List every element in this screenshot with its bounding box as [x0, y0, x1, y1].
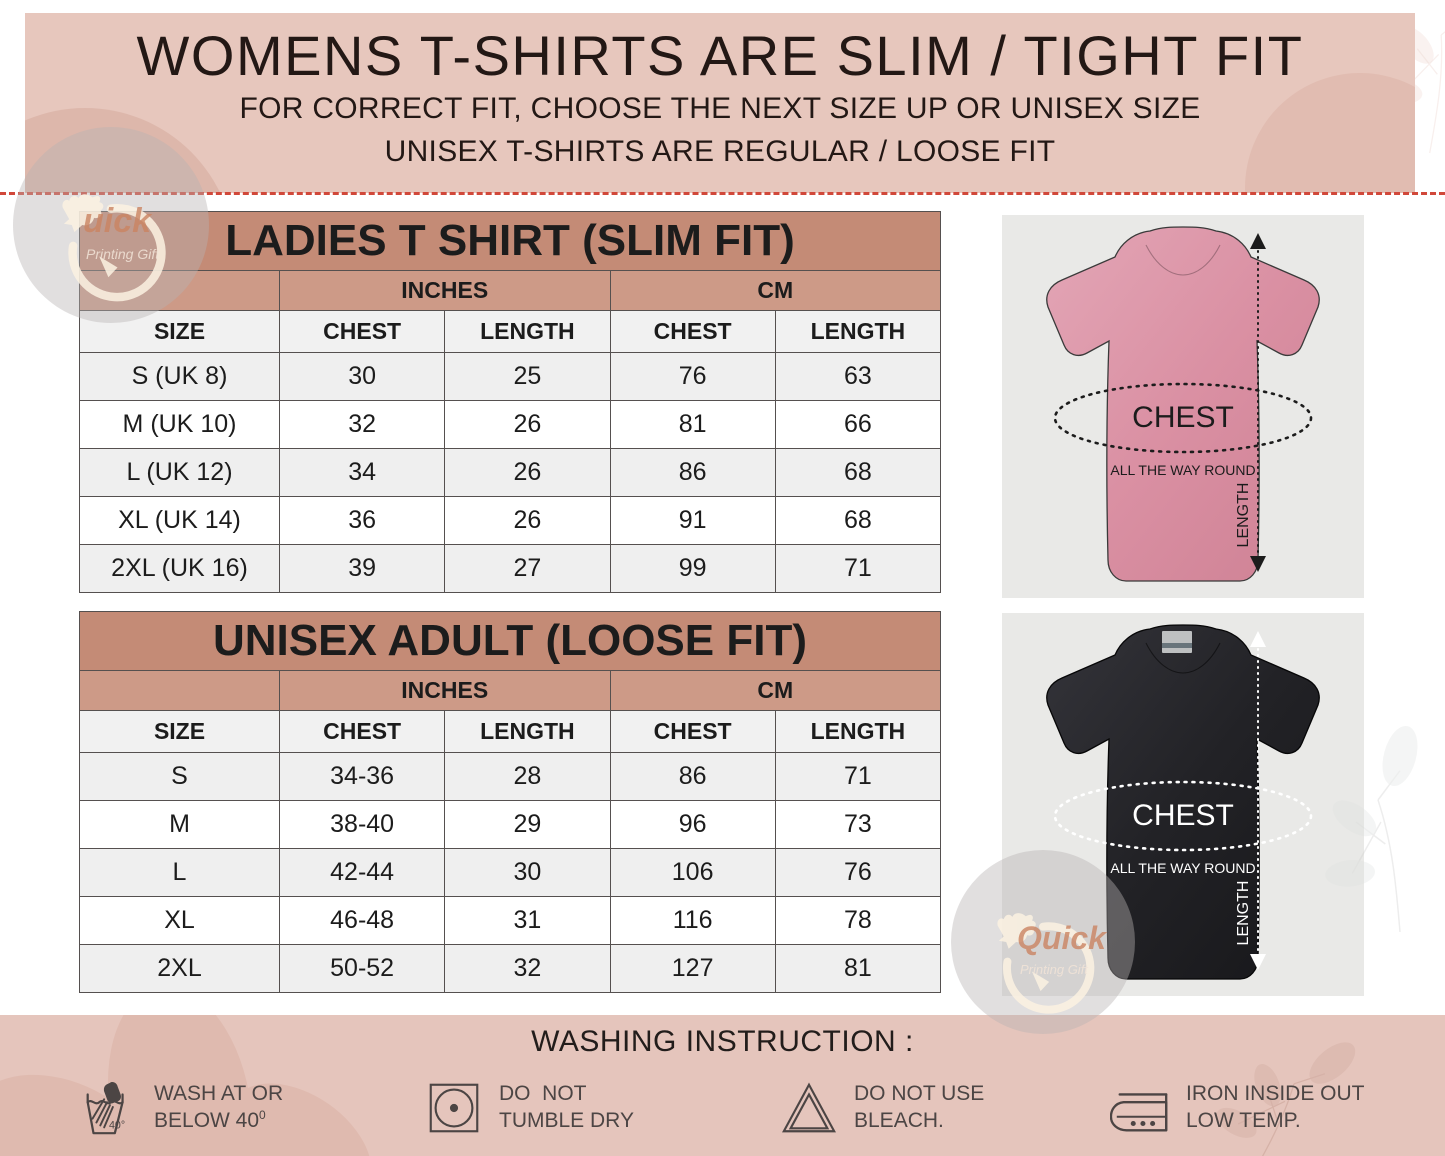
svg-text:CHEST: CHEST	[1132, 401, 1234, 434]
svg-text:CHEST: CHEST	[1132, 799, 1234, 832]
svg-text:40°: 40°	[109, 1119, 125, 1131]
svg-text:LENGTH: LENGTH	[1235, 881, 1252, 946]
svg-text:LENGTH: LENGTH	[1235, 483, 1252, 548]
svg-text:ALL THE WAY ROUND: ALL THE WAY ROUND	[1110, 462, 1255, 478]
